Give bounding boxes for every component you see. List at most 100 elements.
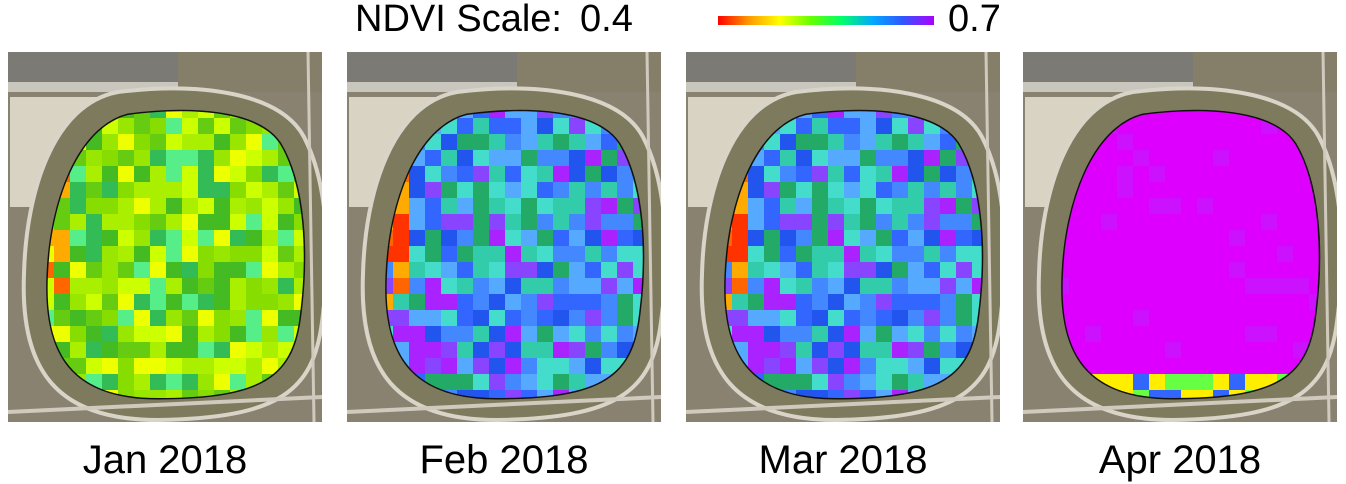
ndvi-cell [409,294,425,310]
ndvi-cell [214,342,230,358]
ndvi-cell [86,166,102,182]
ndvi-cell [1213,118,1229,134]
ndvi-cell [230,230,246,246]
ndvi-cell [828,310,844,326]
ndvi-cell [796,214,812,230]
ndvi-cell [553,150,569,166]
ndvi-cell [473,278,489,294]
ndvi-cell [134,166,150,182]
ndvi-cell [892,262,908,278]
ndvi-cell [860,310,876,326]
ndvi-cell [876,358,892,374]
ndvi-cell [1245,342,1261,358]
ndvi-cell [86,342,102,358]
ndvi-cell [812,230,828,246]
ndvi-cell [569,118,585,134]
ndvi-cell [1277,262,1293,278]
ndvi-cell [748,310,764,326]
ndvi-cell [230,150,246,166]
ndvi-cell [553,262,569,278]
ndvi-cell [1213,342,1229,358]
ndvi-cell [892,134,908,150]
ndvi-cell [1181,182,1197,198]
ndvi-cell [1149,310,1165,326]
ndvi-cell [489,390,505,398]
ndvi-cell [441,326,457,342]
ndvi-cell [876,246,892,262]
ndvi-cell [473,166,489,182]
ndvi-cell [54,246,70,262]
ndvi-cell [262,358,278,374]
ndvi-cell [198,294,214,310]
ndvi-cell [1229,182,1245,198]
ndvi-cell [1117,166,1133,182]
ndvi-cell [1117,150,1133,166]
ndvi-cell [1133,374,1149,390]
ndvi-cell [521,278,537,294]
ndvi-cell [489,111,505,118]
ndvi-cell [166,390,182,398]
ndvi-cell [780,198,796,214]
ndvi-cell [214,111,230,118]
ndvi-cell [601,310,617,326]
ndvi-cell [1245,262,1261,278]
ndvi-cell [601,246,617,262]
ndvi-cell [102,230,118,246]
ndvi-cell [553,310,569,326]
ndvi-cell [134,374,150,390]
ndvi-cell [118,374,134,390]
ndvi-cell [425,358,441,374]
ndvi-cell [198,150,214,166]
ndvi-cell [473,111,489,118]
ndvi-cell [569,246,585,262]
ndvi-cell [505,214,521,230]
ndvi-cell [569,358,585,374]
ndvi-cell [425,182,441,198]
ndvi-cell [1101,150,1117,166]
ndvi-cell [553,166,569,182]
ndvi-cell [134,358,150,374]
ndvi-cell [1149,230,1165,246]
ndvi-cell [294,278,304,294]
ndvi-cell [1229,374,1245,390]
ndvi-cell [1229,342,1245,358]
ndvi-cell [150,326,166,342]
ndvi-cell [214,214,230,230]
ndvi-cell [1229,358,1245,374]
ndvi-cell [1277,342,1293,358]
ndvi-cell [182,310,198,326]
ndvi-cell [230,278,246,294]
ndvi-cell [246,278,262,294]
ndvi-cell [473,198,489,214]
ndvi-cell [262,326,278,342]
ndvi-cell [182,262,198,278]
ndvi-cell [1197,214,1213,230]
ndvi-cell [521,118,537,134]
ndvi-cell [489,358,505,374]
ndvi-cell [134,294,150,310]
ndvi-cell [182,294,198,310]
ndvi-cell [1165,374,1181,390]
ndvi-cell [569,326,585,342]
ndvi-cell [473,390,489,398]
ndvi-cell [70,294,86,310]
ndvi-cell [940,230,956,246]
ndvi-cell [812,294,828,310]
ndvi-cell [521,374,537,390]
ndvi-cell [214,358,230,374]
ndvi-cell [1229,150,1245,166]
ndvi-cell [1117,214,1133,230]
ndvi-cell [102,262,118,278]
ndvi-cell [1213,150,1229,166]
ndvi-cell [1309,262,1319,278]
ndvi-cell [732,214,748,230]
ndvi-cell [876,118,892,134]
ndvi-cell [134,326,150,342]
ndvi-cell [617,262,633,278]
ndvi-cell [569,310,585,326]
ndvi-cell [409,214,425,230]
ndvi-cell [1149,118,1165,134]
ndvi-cell [1117,310,1133,326]
ndvi-cell [1101,326,1117,342]
ndvi-cell [972,198,982,214]
